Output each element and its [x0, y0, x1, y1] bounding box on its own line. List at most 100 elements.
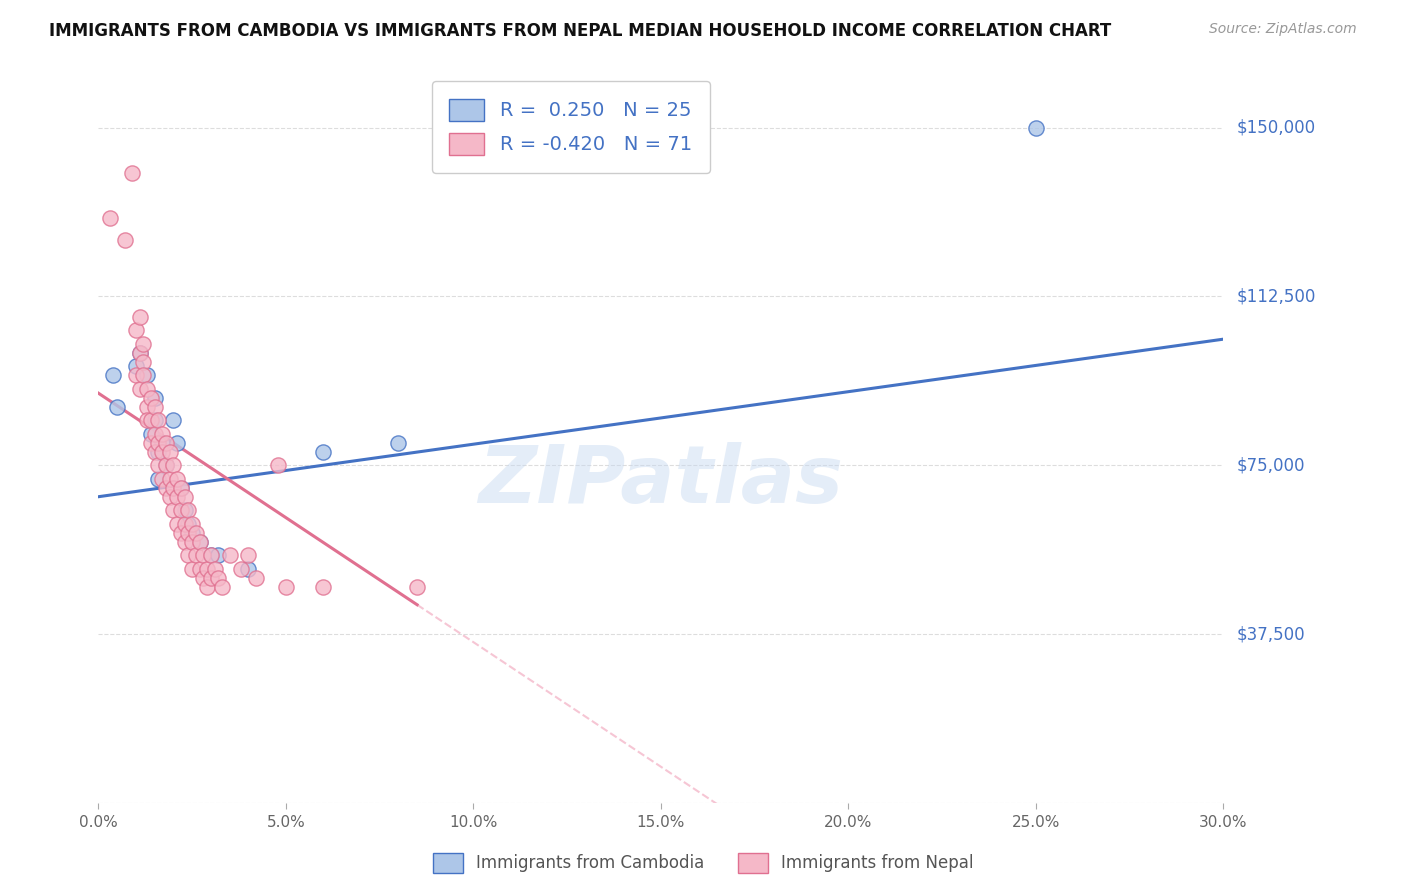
- Point: [143, 413, 166, 427]
- Text: $37,500: $37,500: [1237, 625, 1306, 643]
- Point: [155, 435, 177, 450]
- Point: [128, 345, 150, 359]
- Point: [162, 413, 184, 427]
- Point: [132, 368, 155, 383]
- Point: [148, 472, 170, 486]
- Point: [312, 444, 335, 458]
- Point: [148, 444, 170, 458]
- Point: [211, 580, 233, 594]
- Point: [155, 458, 177, 473]
- Point: [155, 458, 177, 473]
- Point: [170, 525, 193, 540]
- Point: [162, 503, 184, 517]
- Point: [136, 400, 159, 414]
- Point: [406, 580, 429, 594]
- Point: [267, 458, 290, 473]
- Point: [125, 368, 148, 383]
- Point: [143, 391, 166, 405]
- Point: [177, 503, 200, 517]
- Point: [173, 534, 195, 549]
- Point: [177, 525, 200, 540]
- Point: [184, 548, 207, 562]
- Point: [238, 548, 260, 562]
- Text: $150,000: $150,000: [1237, 119, 1316, 136]
- Point: [193, 571, 215, 585]
- Point: [150, 444, 173, 458]
- Point: [177, 516, 200, 531]
- Point: [181, 534, 204, 549]
- Point: [148, 458, 170, 473]
- Point: [159, 444, 181, 458]
- Point: [173, 516, 195, 531]
- Point: [162, 481, 184, 495]
- Point: [387, 435, 409, 450]
- Point: [207, 548, 229, 562]
- Point: [181, 516, 204, 531]
- Point: [204, 562, 226, 576]
- Text: $112,500: $112,500: [1237, 287, 1316, 305]
- Point: [155, 481, 177, 495]
- Point: [173, 503, 195, 517]
- Point: [136, 368, 159, 383]
- Point: [188, 534, 211, 549]
- Point: [159, 490, 181, 504]
- Point: [132, 354, 155, 368]
- Point: [200, 548, 222, 562]
- Point: [128, 345, 150, 359]
- Text: ZIPatlas: ZIPatlas: [478, 442, 844, 520]
- Point: [143, 426, 166, 441]
- Point: [181, 525, 204, 540]
- Point: [159, 472, 181, 486]
- Point: [148, 413, 170, 427]
- Legend: R =  0.250   N = 25, R = -0.420   N = 71: R = 0.250 N = 25, R = -0.420 N = 71: [432, 81, 710, 173]
- Point: [105, 400, 128, 414]
- Point: [200, 548, 222, 562]
- Point: [188, 562, 211, 576]
- Point: [114, 233, 136, 247]
- Point: [218, 548, 240, 562]
- Point: [139, 391, 162, 405]
- Text: IMMIGRANTS FROM CAMBODIA VS IMMIGRANTS FROM NEPAL MEDIAN HOUSEHOLD INCOME CORREL: IMMIGRANTS FROM CAMBODIA VS IMMIGRANTS F…: [49, 22, 1112, 40]
- Point: [136, 382, 159, 396]
- Point: [136, 413, 159, 427]
- Text: Source: ZipAtlas.com: Source: ZipAtlas.com: [1209, 22, 1357, 37]
- Point: [148, 435, 170, 450]
- Point: [162, 458, 184, 473]
- Point: [166, 490, 188, 504]
- Point: [170, 481, 193, 495]
- Point: [195, 580, 218, 594]
- Point: [166, 516, 188, 531]
- Point: [188, 534, 211, 549]
- Point: [150, 426, 173, 441]
- Point: [103, 368, 125, 383]
- Point: [274, 580, 297, 594]
- Point: [98, 211, 121, 225]
- Point: [166, 472, 188, 486]
- Point: [193, 548, 215, 562]
- Point: [177, 548, 200, 562]
- Point: [143, 400, 166, 414]
- Point: [143, 444, 166, 458]
- Point: [181, 562, 204, 576]
- Point: [139, 426, 162, 441]
- Point: [195, 562, 218, 576]
- Point: [238, 562, 260, 576]
- Point: [150, 472, 173, 486]
- Point: [139, 413, 162, 427]
- Point: [166, 435, 188, 450]
- Point: [128, 310, 150, 324]
- Point: [139, 435, 162, 450]
- Point: [170, 481, 193, 495]
- Point: [200, 571, 222, 585]
- Point: [128, 382, 150, 396]
- Point: [1025, 120, 1047, 135]
- Point: [312, 580, 335, 594]
- Point: [184, 525, 207, 540]
- Point: [121, 166, 143, 180]
- Text: $75,000: $75,000: [1237, 456, 1306, 475]
- Point: [150, 435, 173, 450]
- Point: [125, 359, 148, 374]
- Point: [170, 503, 193, 517]
- Point: [245, 571, 267, 585]
- Point: [125, 323, 148, 337]
